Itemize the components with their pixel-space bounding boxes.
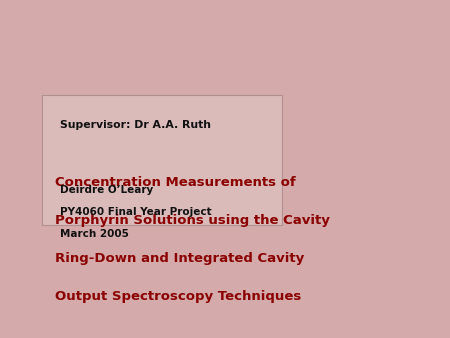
Text: Porphyrin Solutions using the Cavity: Porphyrin Solutions using the Cavity [55,214,330,227]
Text: Concentration Measurements of: Concentration Measurements of [55,176,296,189]
Text: Supervisor: Dr A.A. Ruth: Supervisor: Dr A.A. Ruth [60,120,211,130]
FancyBboxPatch shape [42,95,282,225]
Text: Deirdre O’Leary: Deirdre O’Leary [60,185,153,195]
Text: March 2005: March 2005 [60,229,129,239]
Text: Ring-Down and Integrated Cavity: Ring-Down and Integrated Cavity [55,252,304,265]
Text: PY4060 Final Year Project: PY4060 Final Year Project [60,207,211,217]
Text: Output Spectroscopy Techniques: Output Spectroscopy Techniques [55,290,301,303]
